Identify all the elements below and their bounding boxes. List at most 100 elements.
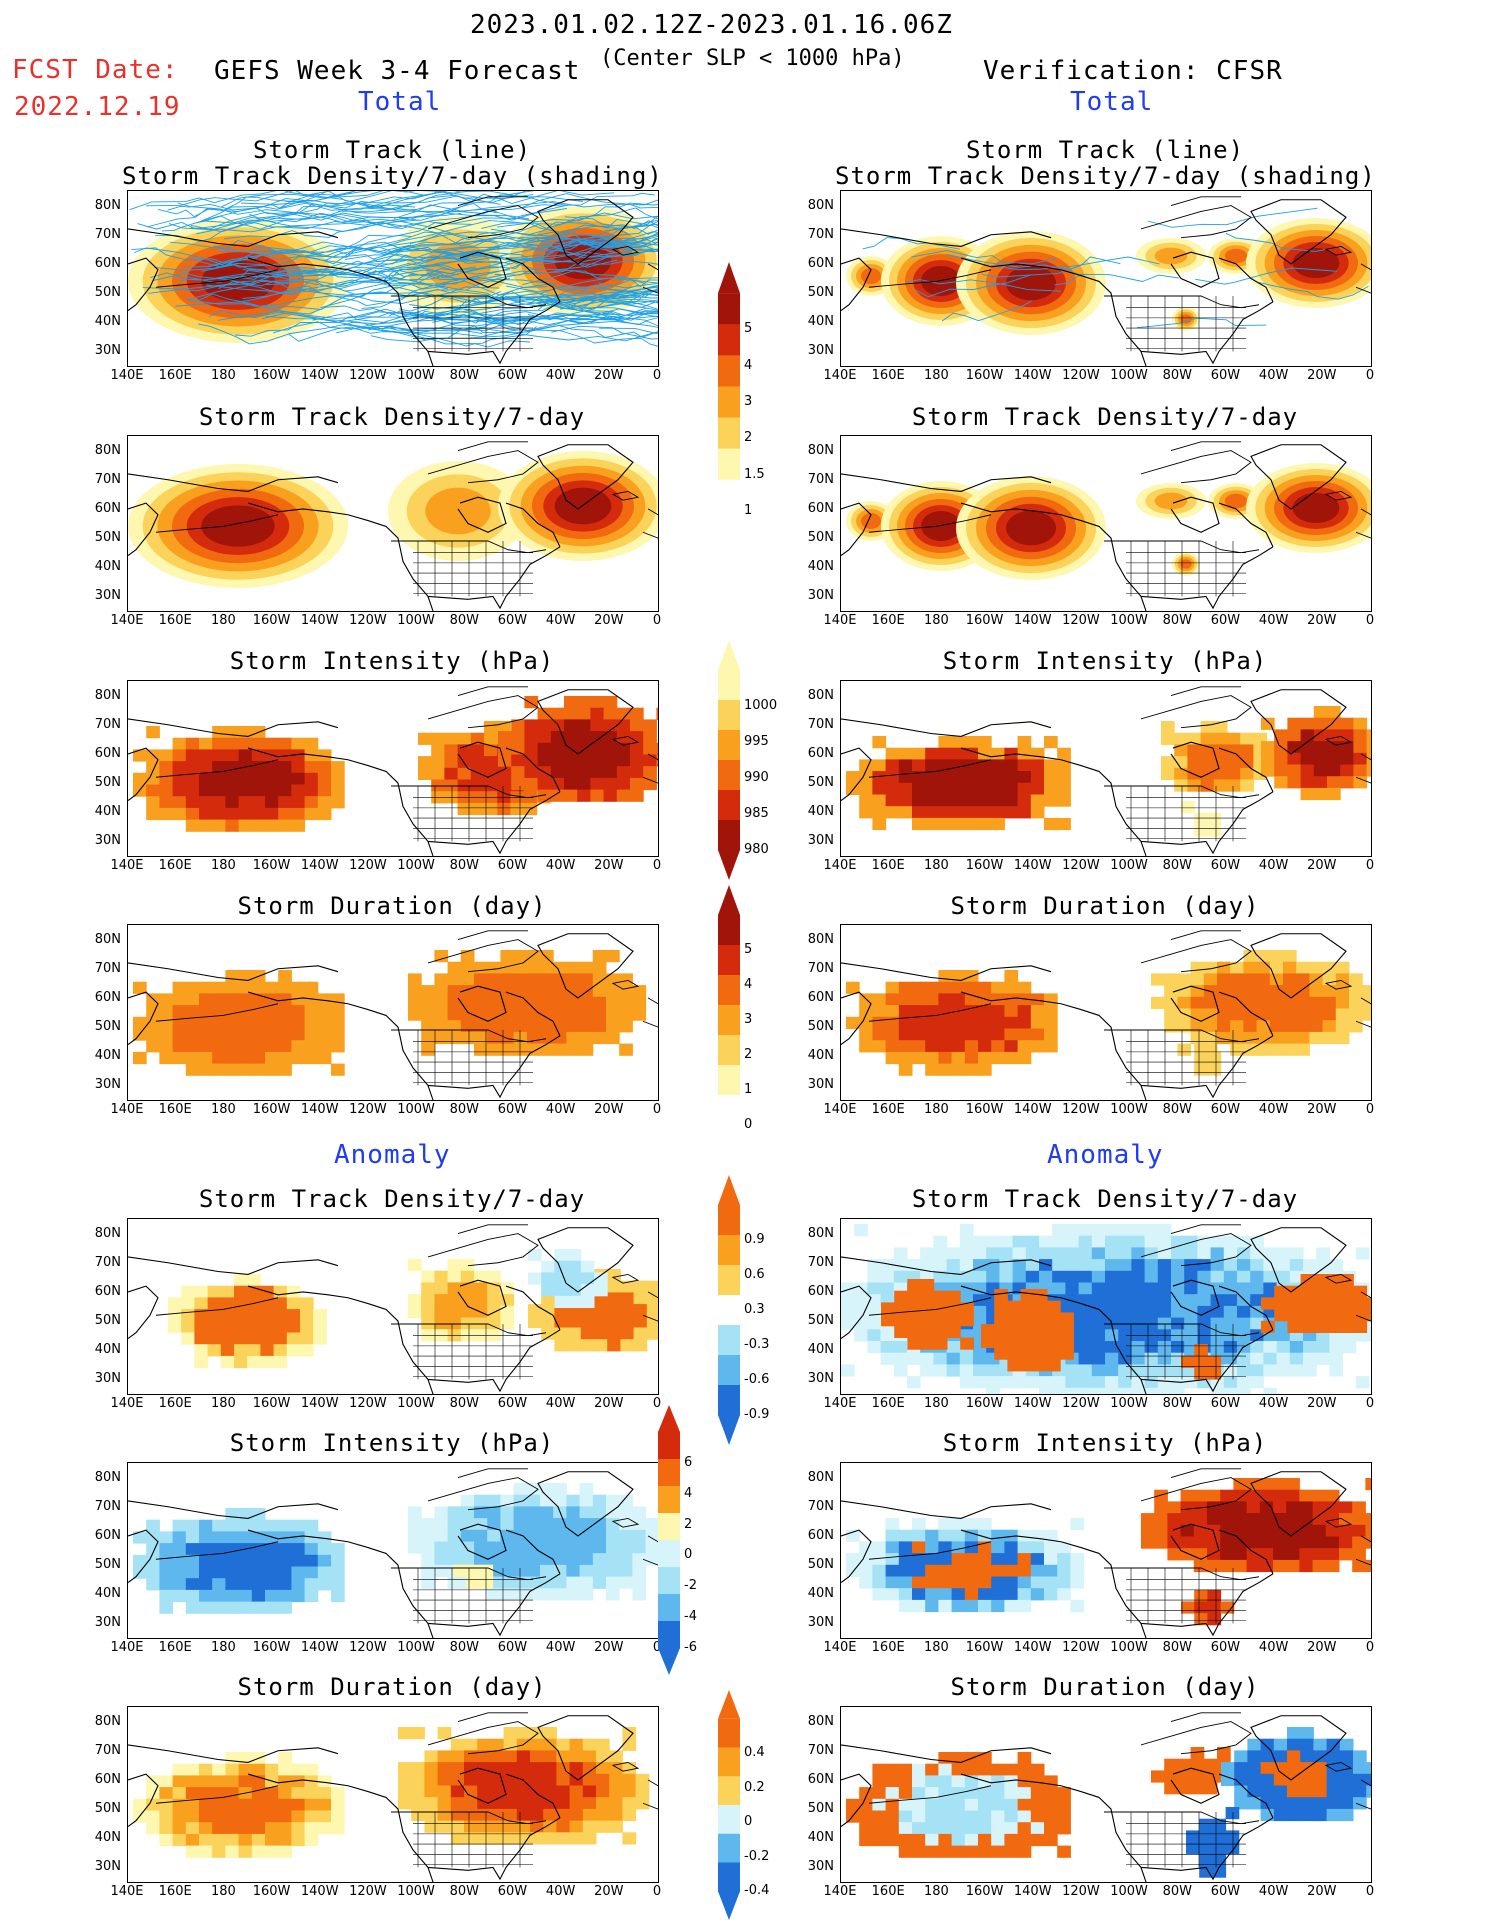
duration-shading xyxy=(133,950,647,1076)
lat-tick-label: 30N xyxy=(807,343,834,359)
fcst-date: 2022.12.19 xyxy=(14,92,181,122)
lon-tick-label: 40W xyxy=(545,1884,576,1899)
lon-tick-label: 140W xyxy=(1013,613,1052,628)
intensity-shading xyxy=(846,706,1371,837)
lat-tick-label: 60N xyxy=(94,255,121,271)
lon-tick-label: 180 xyxy=(210,1884,236,1899)
lon-tick-label: 100W xyxy=(397,1640,435,1655)
lon-tick-label: 80W xyxy=(449,613,479,628)
lon-tick-label: 100W xyxy=(397,1884,435,1899)
lon-tick-label: 60W xyxy=(497,1640,528,1655)
lon-tick-label: 20W xyxy=(1307,858,1337,873)
lon-tick-label: 120W xyxy=(1062,1396,1100,1411)
colorbar-tick-label: 1 xyxy=(744,1082,753,1097)
lon-tick-label: 40W xyxy=(1258,368,1289,383)
lon-tick-label: 0 xyxy=(652,858,662,873)
colorbar-tick-label: -4 xyxy=(684,1609,697,1625)
lon-tick-label: 40W xyxy=(1258,858,1289,873)
lon-tick-label: 140E xyxy=(823,613,857,628)
lat-tick-label: 40N xyxy=(807,1586,834,1602)
colorbar-tick-label: 0 xyxy=(744,1117,753,1132)
lat-tick-label: 70N xyxy=(807,1742,834,1758)
lat-tick-label: 60N xyxy=(94,1283,121,1299)
lat-tick-label: 70N xyxy=(94,716,121,732)
lon-tick-label: 20W xyxy=(594,613,624,628)
lon-tick-label: 120W xyxy=(349,613,387,628)
lon-tick-label: 160E xyxy=(871,1102,905,1117)
lon-tick-label: 120W xyxy=(1062,1102,1100,1117)
lon-tick-label: 160W xyxy=(252,1102,291,1117)
lon-tick-label: 140E xyxy=(823,1640,857,1655)
lat-tick-label: 80N xyxy=(94,1469,121,1485)
lon-tick-label: 80W xyxy=(1162,613,1192,628)
density-gulfstream xyxy=(1172,307,1200,331)
lon-tick-label: 160W xyxy=(252,613,291,628)
colorbar-tick-label: 4 xyxy=(744,357,753,373)
lat-tick-label: 60N xyxy=(807,1771,834,1787)
lat-tick-label: 60N xyxy=(807,255,834,271)
colorbar-density-total xyxy=(718,262,740,546)
map-panel-duration-gefs xyxy=(127,1706,659,1883)
lat-tick-label: 70N xyxy=(807,226,834,242)
lon-tick-label: 120W xyxy=(349,368,387,383)
colorbar-tick-label: 3 xyxy=(744,394,753,409)
density-npac-b xyxy=(956,476,1106,580)
lon-tick-label: 120W xyxy=(1062,1640,1100,1655)
colorbar-tick-label: 0.6 xyxy=(744,1267,765,1282)
lon-tick-label: 140W xyxy=(300,1640,339,1655)
lon-tick-label: 0 xyxy=(1365,1640,1375,1655)
lon-tick-label: 140E xyxy=(823,368,857,383)
lat-tick-label: 80N xyxy=(807,1225,834,1241)
lon-tick-label: 60W xyxy=(1210,368,1241,383)
lon-tick-label: 60W xyxy=(497,1102,528,1117)
lat-tick-label: 50N xyxy=(807,1019,834,1035)
lon-tick-label: 180 xyxy=(210,858,236,873)
colorbar-duration-total xyxy=(718,885,740,1159)
lon-tick-label: 140W xyxy=(300,1102,339,1117)
panel-title-intensity: Storm Intensity (hPa) xyxy=(942,1429,1268,1457)
lon-tick-label: 0 xyxy=(1365,1884,1375,1899)
colorbar-tick-label: 985 xyxy=(744,806,769,821)
lon-tick-label: 40W xyxy=(545,368,576,383)
lon-tick-label: 160W xyxy=(965,1102,1004,1117)
lon-tick-label: 60W xyxy=(1210,1102,1241,1117)
lon-tick-label: 140E xyxy=(823,858,857,873)
lon-tick-label: 80W xyxy=(449,368,479,383)
lat-tick-label: 80N xyxy=(807,1469,834,1485)
lat-tick-label: 70N xyxy=(94,1254,121,1270)
right-total-label: Total xyxy=(1070,87,1154,117)
lat-tick-label: 80N xyxy=(94,687,121,703)
coastline xyxy=(128,441,658,611)
lon-tick-label: 160E xyxy=(158,613,192,628)
panel-title-density: Storm Track Density/7-day xyxy=(198,403,586,431)
density-pacific xyxy=(128,464,348,588)
lon-tick-label: 20W xyxy=(1307,1640,1337,1655)
lat-tick-label: 50N xyxy=(807,775,834,791)
lon-tick-label: 180 xyxy=(923,1884,949,1899)
lat-tick-label: 70N xyxy=(94,1498,121,1514)
lat-tick-label: 50N xyxy=(94,775,121,791)
lat-tick-label: 30N xyxy=(94,1371,121,1387)
colorbar-intensity-anomaly xyxy=(658,1405,680,1679)
lon-tick-label: 100W xyxy=(1110,1640,1148,1655)
panel-title-intensity: Storm Intensity (hPa) xyxy=(229,1429,555,1457)
lon-tick-label: 100W xyxy=(1110,1396,1148,1411)
lon-tick-label: 60W xyxy=(497,1884,528,1899)
lon-tick-label: 160E xyxy=(158,1102,192,1117)
lon-tick-label: 140E xyxy=(823,1102,857,1117)
lon-tick-label: 20W xyxy=(1307,613,1337,628)
colorbar-tick-label: 0.2 xyxy=(744,1779,765,1795)
lat-tick-label: 40N xyxy=(807,314,834,330)
lon-tick-label: 140W xyxy=(300,613,339,628)
lon-tick-label: 160W xyxy=(252,1640,291,1655)
lon-tick-label: 120W xyxy=(349,1884,387,1899)
lon-tick-label: 80W xyxy=(1162,1102,1192,1117)
colorbar-tick-label: -0.3 xyxy=(744,1337,770,1352)
lat-tick-label: 70N xyxy=(807,716,834,732)
lon-tick-label: 140E xyxy=(110,1640,144,1655)
density-natl xyxy=(1246,218,1371,308)
lon-tick-label: 140W xyxy=(300,1396,339,1411)
lat-tick-label: 30N xyxy=(94,833,121,849)
lon-tick-label: 40W xyxy=(1258,1640,1289,1655)
lon-tick-label: 60W xyxy=(497,858,528,873)
